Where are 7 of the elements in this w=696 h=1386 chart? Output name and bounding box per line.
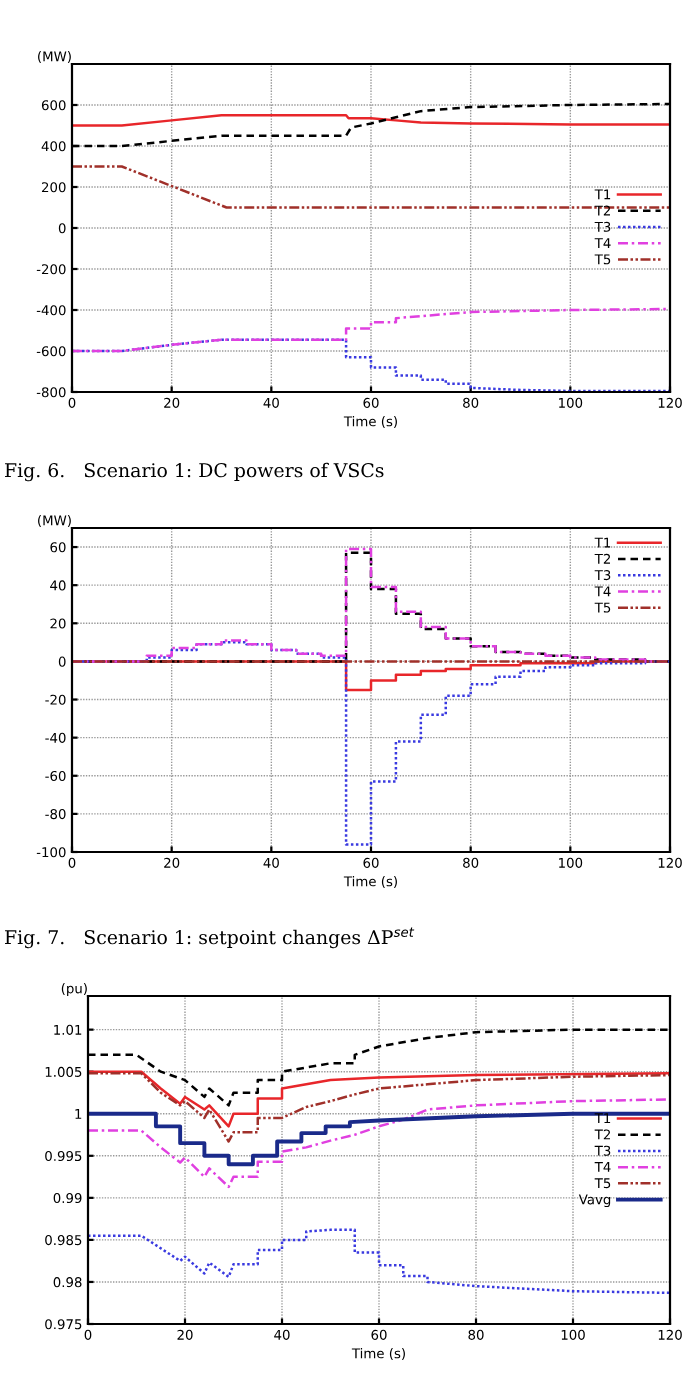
caption: Fig. 7. Scenario 1: setpoint changes ΔP$^{set}$ [5,927,415,949]
line-series [88,1070,670,1128]
line-series [88,1072,670,1143]
line-series [88,1228,670,1295]
caption: Fig. 6. Scenario 1: DC powers of VSCs [5,462,384,482]
line-series [72,307,670,353]
line-series [88,1098,670,1189]
